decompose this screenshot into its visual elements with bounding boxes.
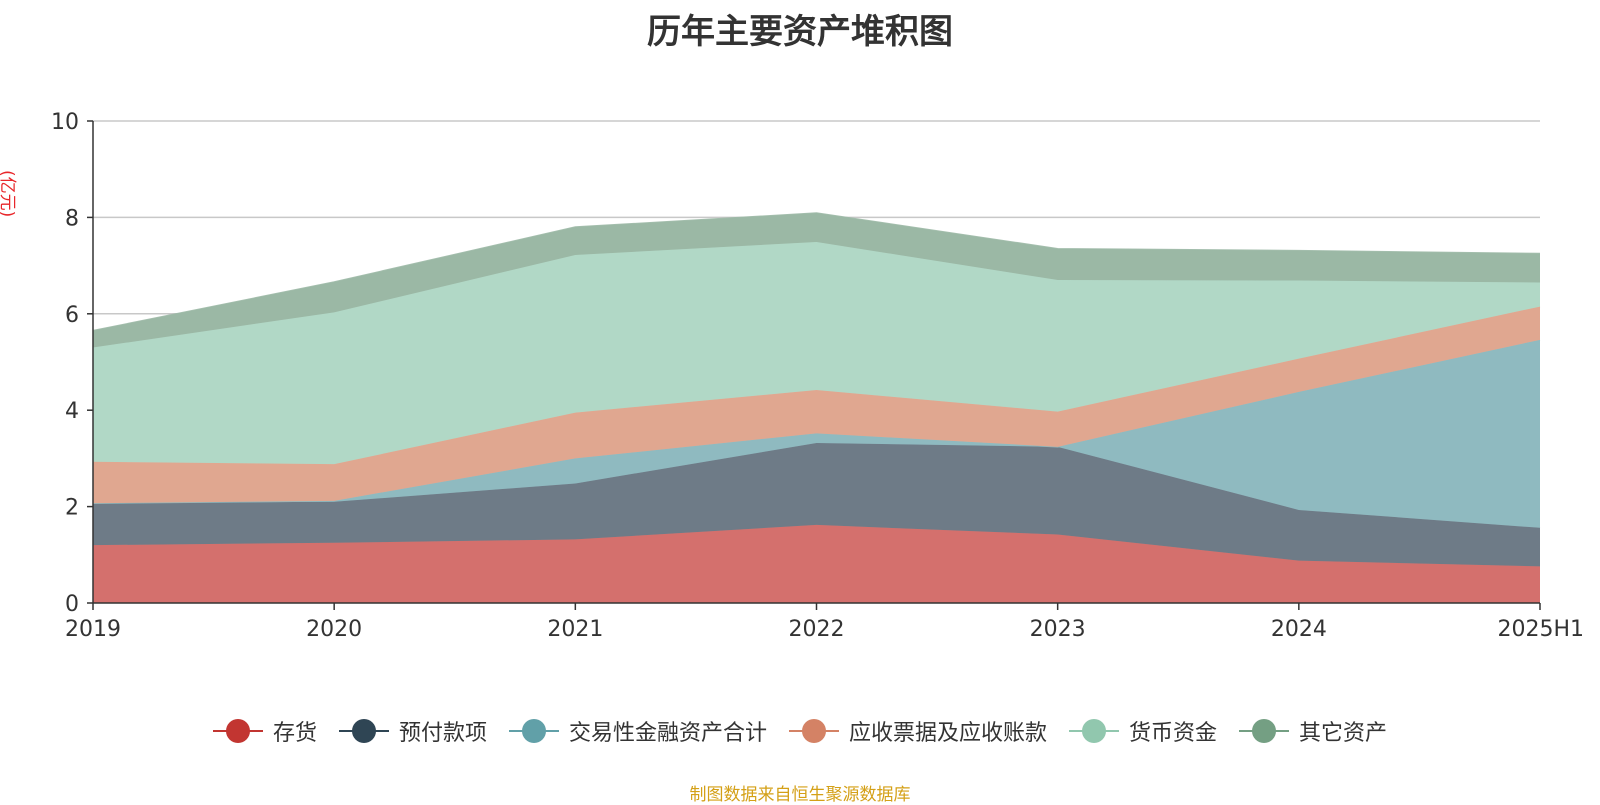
legend-label: 交易性金融资产合计 [568, 721, 767, 746]
legend-item-4[interactable]: 货币资金 [1069, 715, 1217, 747]
y-tick-label-5: 10 [51, 110, 79, 135]
x-tick-label-2: 2021 [547, 617, 603, 642]
legend-marker-icon [508, 719, 559, 743]
area-series-edge-5 [92, 212, 1541, 332]
legend-item-5[interactable]: 其它资产 [1239, 715, 1387, 747]
legend-item-1[interactable]: 预付款项 [338, 715, 487, 747]
y-tick-label-3: 6 [65, 303, 79, 328]
legend-label: 预付款项 [398, 721, 487, 746]
legend-label: 其它资产 [1299, 721, 1388, 746]
x-tick-label-0: 2019 [65, 617, 121, 642]
area-series-0 [93, 524, 1540, 603]
legend-marker-icon [212, 719, 263, 743]
area-series-3 [93, 306, 1540, 504]
legend-item-3[interactable]: 应收票据及应收账款 [789, 715, 1047, 747]
x-tick-label-4: 2023 [1030, 617, 1086, 642]
chart-title: 历年主要资产堆积图 [647, 12, 953, 52]
legend-label: 货币资金 [1129, 721, 1218, 746]
x-tick-label-1: 2020 [306, 617, 362, 642]
y-tick-label-1: 2 [65, 496, 79, 521]
legend-label: 应收票据及应收账款 [849, 721, 1048, 746]
legend-label: 存货 [272, 721, 317, 746]
legend-marker-icon [789, 719, 839, 743]
data-source-note: 制图数据来自恒生聚源数据库 [689, 785, 911, 805]
area-series-1 [93, 442, 1540, 567]
chart-legend: 存货 预付款项 交易性金融资产合计 应收票据及应收账款 货币资金 其它资产 [0, 715, 1600, 747]
legend-marker-icon [1239, 719, 1290, 743]
legend-item-2[interactable]: 交易性金融资产合计 [508, 715, 767, 747]
stacked-area-chart: 0 2 4 6 8 10 2019 2020 2021 2022 2023 2024 2025H1 [51, 110, 1584, 642]
legend-marker-icon [338, 719, 389, 743]
legend-item-0[interactable]: 存货 [212, 715, 317, 747]
x-tick-label-5: 2024 [1271, 617, 1327, 642]
area-series-5 [93, 213, 1540, 348]
area-series-4 [93, 241, 1540, 465]
y-tick-label-0: 0 [65, 592, 79, 617]
y-tick-label-2: 4 [65, 399, 79, 424]
y-tick-label-4: 8 [65, 206, 79, 231]
legend-marker-icon [1069, 719, 1120, 743]
x-tick-label-3: 2022 [789, 617, 845, 642]
x-tick-label-6: 2025H1 [1497, 617, 1584, 642]
